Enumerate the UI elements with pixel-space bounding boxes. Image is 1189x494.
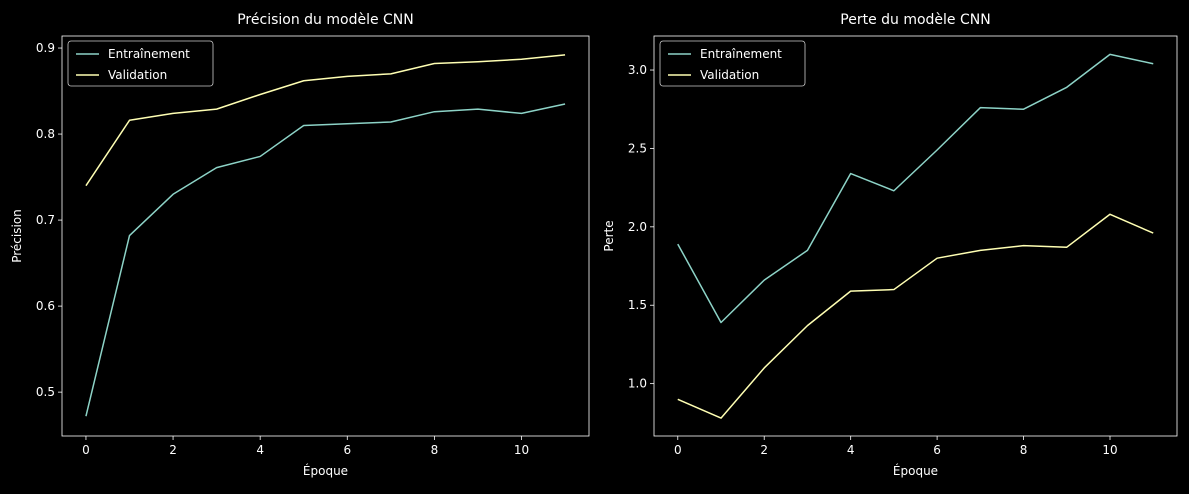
y-tick-label: 0.9 [36, 41, 55, 55]
chart-title: Perte du modèle CNN [840, 12, 990, 28]
chart-panel-1: 0 2 4 6 8 10 0.5 0.6 0.7 0.8 0.9 Précision du modèl… [10, 12, 590, 478]
x-tick-label: 2 [169, 443, 177, 457]
y-tick-label: 0.7 [36, 213, 55, 227]
y-tick-label: 1.0 [628, 377, 647, 391]
series-line-1 [677, 53, 1154, 324]
chart-title: Précision du modèle CNN [237, 12, 414, 28]
x-tick-label: 0 [82, 443, 90, 457]
series-line-2 [677, 213, 1154, 419]
legend: Entraînement Validation [67, 40, 214, 87]
x-axis-label: Époque [893, 463, 938, 478]
x-tick-label: 8 [431, 443, 439, 457]
chart-panel-2: 0 2 4 6 8 10 1.0 1.5 2.0 2.5 3.0 Perte du modèle CN… [602, 12, 1178, 478]
x-tick-label: 2 [760, 443, 768, 457]
x-tick-label: 6 [933, 443, 941, 457]
y-tick-label: 0.5 [36, 385, 55, 399]
legend-entry: Entraînement [700, 47, 782, 61]
x-axis-label: Époque [303, 463, 348, 478]
x-tick-label: 4 [256, 443, 264, 457]
legend-box [659, 40, 806, 87]
legend-box [67, 40, 214, 87]
x-tick-label: 10 [1102, 443, 1117, 457]
plot-frame [61, 35, 590, 437]
y-axis-label: Perte [602, 220, 616, 251]
x-tick-label: 4 [847, 443, 855, 457]
series-line-2 [85, 54, 566, 187]
y-tick-label: 0.6 [36, 299, 55, 313]
y-tick-label: 2.5 [628, 141, 647, 155]
legend: Entraînement Validation [659, 40, 806, 87]
legend-entry: Validation [700, 68, 759, 82]
x-tick-label: 8 [1020, 443, 1028, 457]
y-tick-label: 2.0 [628, 220, 647, 234]
y-tick-label: 1.5 [628, 298, 647, 312]
legend-entry: Validation [108, 68, 167, 82]
y-axis-label: Précision [10, 209, 24, 263]
x-tick-label: 6 [343, 443, 351, 457]
plot-frame [653, 35, 1178, 437]
series-line-1 [85, 103, 566, 417]
legend-entry: Entraînement [108, 47, 190, 61]
x-tick-label: 0 [674, 443, 682, 457]
y-tick-label: 0.8 [36, 127, 55, 141]
y-tick-label: 3.0 [628, 63, 647, 77]
x-tick-label: 10 [514, 443, 529, 457]
